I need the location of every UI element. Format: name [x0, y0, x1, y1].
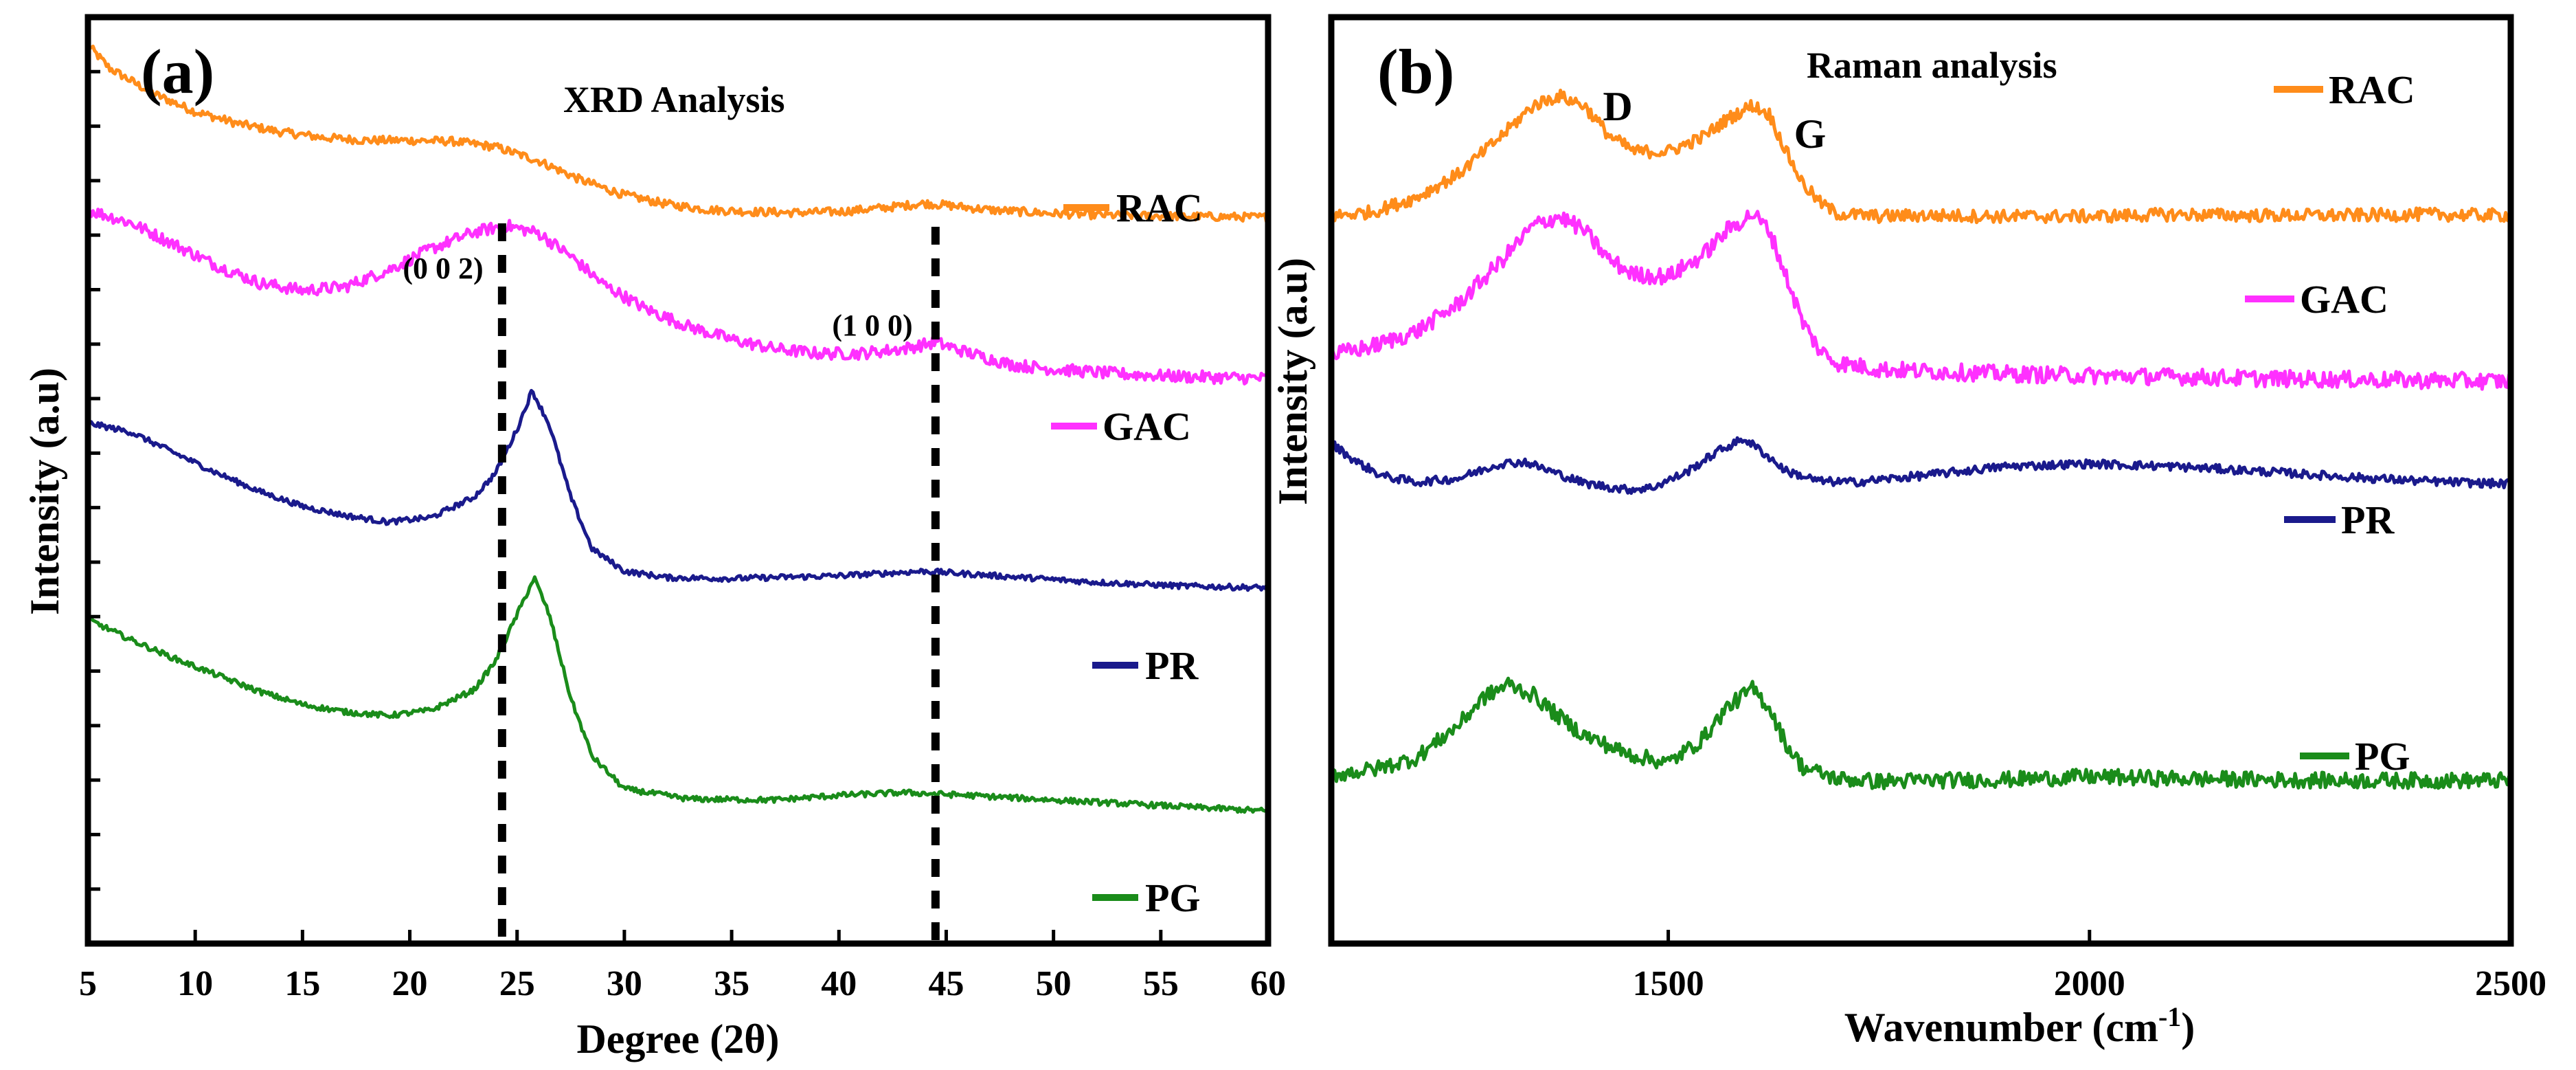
legend-entry-pr: PR [1092, 643, 1199, 688]
legend-label-rac: RAC [2329, 67, 2415, 112]
annotation-g-band: G [1794, 111, 1827, 157]
panel-b-x-axis-label: Wavenumber (cm-1) [1844, 1001, 2195, 1050]
x-tick-label-35: 35 [714, 964, 749, 1003]
panel-a-xrd: 5 10 15 20 25 30 35 40 45 50 55 60 (a) XRD Analysis… [22, 14, 1286, 1062]
panel-a-y-axis-label: Intensity (a.u) [22, 368, 67, 615]
x-axis-label-suffix: ) [2181, 1005, 2195, 1050]
legend-entry-gac: GAC [2245, 277, 2388, 322]
x-tick-label-45: 45 [928, 964, 964, 1003]
legend-entry-rac: RAC [2274, 67, 2415, 112]
x-tick-label-5: 5 [79, 964, 97, 1003]
legend-entry-rac: RAC [1063, 186, 1203, 230]
legend-entry-pr: PR [2284, 498, 2395, 542]
x-tick-label-60: 60 [1250, 964, 1286, 1003]
legend-entry-gac: GAC [1051, 404, 1191, 449]
legend-entry-pg: PG [2300, 734, 2410, 779]
ref-line-label-100: (1 0 0) [832, 309, 912, 342]
panel-a-legend: RAC GAC PR PG [1051, 186, 1203, 920]
panel-b-legend: RAC GAC PR PG [2245, 67, 2415, 779]
series-line-gac [1329, 209, 2513, 391]
legend-label-pr: PR [1145, 643, 1199, 688]
x-tick-label-2000: 2000 [2054, 964, 2125, 1003]
panel-b-x-ticks: 1500 2000 2500 [1633, 930, 2546, 1003]
panel-b-title: Raman analysis [1807, 45, 2057, 86]
legend-label-pg: PG [2355, 734, 2410, 779]
x-tick-label-50: 50 [1036, 964, 1072, 1003]
x-tick-label-10: 10 [177, 964, 213, 1003]
panel-b-label: (b) [1377, 36, 1454, 107]
legend-label-pg: PG [1145, 876, 1201, 920]
x-tick-label-20: 20 [392, 964, 428, 1003]
panel-a-x-axis-label: Degree (2θ) [576, 1016, 779, 1062]
x-tick-label-25: 25 [499, 964, 535, 1003]
x-tick-label-30: 30 [607, 964, 642, 1003]
x-tick-label-2500: 2500 [2475, 964, 2546, 1003]
panel-b-curves [1329, 89, 2513, 790]
series-line-rac [1329, 89, 2513, 225]
x-tick-label-15: 15 [284, 964, 320, 1003]
panel-a-curves [86, 43, 1270, 814]
series-line-pg [87, 575, 1269, 814]
panel-a-title: XRD Analysis [563, 79, 785, 120]
panel-a-plot-frame [84, 14, 1272, 947]
legend-label-rac: RAC [1116, 186, 1203, 230]
panel-a-label: (a) [141, 36, 214, 107]
legend-label-gac: GAC [1103, 404, 1191, 449]
series-line-pr [1331, 436, 2512, 495]
panel-a-y-ticks [88, 69, 100, 891]
panel-a-reference-lines [497, 223, 940, 944]
panel-b-raman: 1500 2000 2500 (b) Raman analysis D G Wave… [1270, 14, 2546, 1050]
panel-a-x-ticks: 5 10 15 20 25 30 35 40 45 50 55 60 [79, 930, 1286, 1003]
x-tick-label-40: 40 [821, 964, 857, 1003]
x-axis-label-superscript: -1 [2158, 1001, 2181, 1032]
panel-b-plot-frame [1328, 14, 2514, 947]
x-tick-label-1500: 1500 [1633, 964, 1704, 1003]
series-line-pr [87, 388, 1270, 592]
series-line-rac [86, 43, 1269, 223]
series-line-gac [87, 208, 1270, 386]
legend-label-gac: GAC [2300, 277, 2388, 322]
ref-line-label-002: (0 0 2) [403, 252, 483, 285]
legend-entry-pg: PG [1092, 876, 1201, 920]
x-tick-label-55: 55 [1143, 964, 1179, 1003]
series-line-pg [1329, 676, 2511, 790]
legend-label-pr: PR [2341, 498, 2395, 542]
panel-b-y-axis-label: Intensity (a.u) [1270, 258, 1315, 505]
x-axis-label-main: Wavenumber (cm [1844, 1005, 2158, 1050]
annotation-d-band: D [1603, 84, 1632, 129]
